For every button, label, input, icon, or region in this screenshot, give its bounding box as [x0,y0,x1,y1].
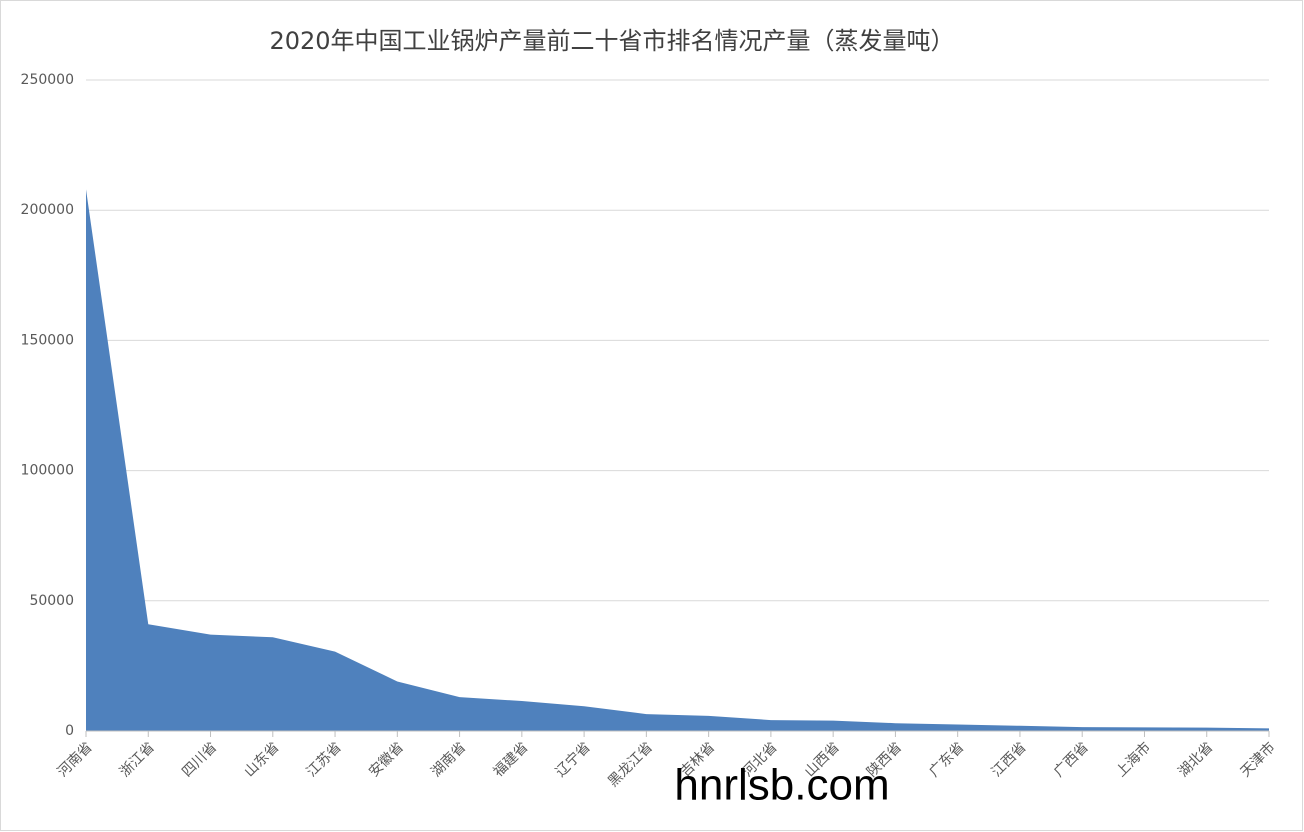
y-tick-label: 0 [65,723,74,739]
chart-title: 2020年中国工业锅炉产量前二十省市排名情况产量（蒸发量吨） [269,27,954,55]
y-tick-label: 100000 [21,463,74,479]
y-tick-label: 50000 [29,593,74,609]
y-tick-label: 150000 [21,332,74,348]
area [86,189,1269,732]
watermark: hnrlsb.com [674,761,889,810]
y-tick-label: 250000 [21,72,74,88]
y-tick-label: 200000 [21,202,74,218]
